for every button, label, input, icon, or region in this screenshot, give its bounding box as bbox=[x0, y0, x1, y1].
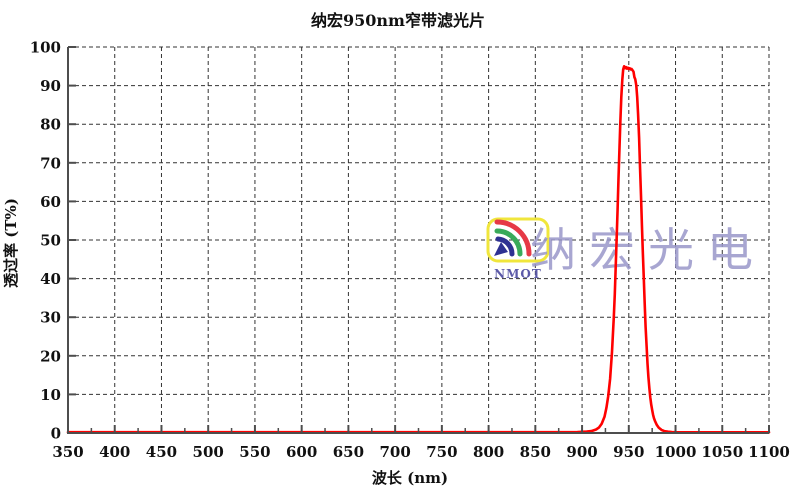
x-tick-label: 350 bbox=[52, 443, 83, 461]
y-tick-label: 90 bbox=[40, 77, 61, 95]
x-tick-label: 500 bbox=[193, 443, 224, 461]
curve-layer bbox=[66, 65, 771, 434]
y-tick-label: 40 bbox=[40, 270, 61, 288]
y-tick-label: 10 bbox=[40, 386, 61, 404]
x-tick-label: 1050 bbox=[701, 443, 743, 461]
y-axis-title: 透过率 (T%) bbox=[2, 198, 20, 288]
tick-labels: 350 400 450 500 550 600 650 700 750 800 850 900 950 1… bbox=[30, 39, 790, 462]
x-tick-label: 600 bbox=[286, 443, 317, 461]
y-tick-label: 70 bbox=[40, 154, 61, 172]
ticks bbox=[67, 46, 770, 434]
watermark: NMOT 纳宏光电 bbox=[486, 217, 766, 281]
x-tick-label: 450 bbox=[146, 443, 177, 461]
logo-border bbox=[486, 217, 550, 263]
y-tick-label: 0 bbox=[51, 425, 61, 443]
y-tick-label: 50 bbox=[40, 232, 61, 250]
chart-title: 纳宏950nm窄带滤光片 bbox=[311, 11, 485, 30]
y-tick-label: 20 bbox=[40, 347, 61, 365]
x-tick-label: 1100 bbox=[748, 443, 790, 461]
y-tick-label: 60 bbox=[40, 193, 61, 211]
x-axis-title: 波长 (nm) bbox=[372, 469, 448, 487]
y-tick-label: 100 bbox=[30, 39, 61, 57]
y-tick-label: 30 bbox=[40, 309, 61, 327]
logo-arc-blue-wedge-icon bbox=[494, 242, 508, 256]
transmission-curve bbox=[66, 65, 771, 434]
x-tick-label: 650 bbox=[333, 443, 364, 461]
x-tick-label: 950 bbox=[613, 443, 644, 461]
x-tick-label: 800 bbox=[473, 443, 504, 461]
logo-nmot-text: NMOT bbox=[494, 267, 542, 281]
logo-arc-red-icon bbox=[494, 219, 532, 257]
nmot-logo: NMOT bbox=[486, 217, 550, 281]
y-tick-label: 80 bbox=[40, 116, 61, 134]
x-tick-label: 550 bbox=[239, 443, 270, 461]
x-tick-label: 850 bbox=[520, 443, 551, 461]
x-tick-label: 400 bbox=[99, 443, 130, 461]
x-tick-label: 1000 bbox=[655, 443, 697, 461]
x-tick-label: 700 bbox=[379, 443, 410, 461]
logo-arc-blue-icon bbox=[495, 236, 515, 257]
watermark-brand-text: 纳宏光电 bbox=[530, 223, 766, 277]
logo-arc-green-icon bbox=[494, 228, 523, 257]
x-tick-label: 750 bbox=[426, 443, 457, 461]
x-tick-label: 900 bbox=[566, 443, 597, 461]
gridlines bbox=[68, 46, 770, 433]
